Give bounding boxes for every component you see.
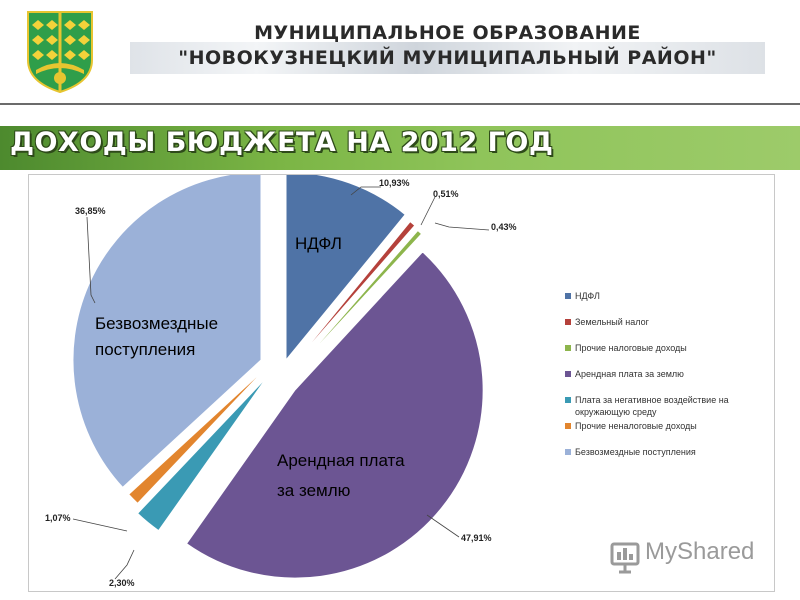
legend-swatch <box>565 397 571 403</box>
pie-slice <box>72 175 262 489</box>
pie-chart: 10,93% 0,51% 0,43% 47,91% 2,30% 1,07% 36,85% НД… <box>45 175 729 588</box>
legend-swatch <box>565 345 571 351</box>
legend-label: Прочие неналоговые доходы <box>575 421 697 431</box>
pie-slice <box>185 251 484 579</box>
leader-line <box>434 222 490 231</box>
leader-line <box>114 549 135 580</box>
data-label: 10,93% <box>379 178 410 188</box>
legend-label: Прочие налоговые доходы <box>575 343 687 353</box>
title-band <box>0 126 800 170</box>
legend-label: окружающую среду <box>575 407 657 417</box>
header-banner <box>130 42 765 74</box>
legend-swatch <box>565 449 571 455</box>
myshared-logo-icon <box>610 542 640 574</box>
slice-inside-label: Безвозмездные <box>95 314 218 333</box>
leader-line <box>420 196 436 226</box>
leader-line <box>72 518 128 532</box>
data-label: 36,85% <box>75 206 106 216</box>
leader-line <box>426 514 460 538</box>
legend-label: Плата за негативное воздействие на <box>575 395 729 405</box>
pie-slice <box>290 220 416 368</box>
org-name-line-1: МУНИЦИПАЛЬНОЕ ОБРАЗОВАНИЕ <box>254 22 641 44</box>
legend-label: НДФЛ <box>575 291 600 301</box>
data-label: 1,07% <box>45 513 71 523</box>
header: МУНИЦИПАЛЬНОЕ ОБРАЗОВАНИЕ "НОВОКУЗНЕЦКИЙ… <box>0 0 800 105</box>
pie-slice <box>136 376 268 532</box>
legend-label: Земельный налог <box>575 317 650 327</box>
legend-swatch <box>565 319 571 325</box>
pie-slice <box>127 366 268 505</box>
data-label: 2,30% <box>109 578 135 588</box>
legend-label: Безвозмездные поступления <box>575 447 696 457</box>
legend-label: Арендная плата за землю <box>575 369 684 379</box>
slice-inside-label: Арендная плата <box>277 451 405 470</box>
legend-swatch <box>565 371 571 377</box>
slice-inside-label: за землю <box>277 481 351 500</box>
legend-swatch <box>565 293 571 299</box>
leader-line <box>350 186 381 196</box>
org-name-line-2: "НОВОКУЗНЕЦКИЙ МУНИЦИПАЛЬНЫЙ РАЙОН" <box>178 47 717 69</box>
header-divider <box>0 103 800 105</box>
pie-slice <box>285 175 406 362</box>
slice-inside-label: НДФЛ <box>295 234 342 253</box>
legend-swatch <box>565 423 571 429</box>
data-label: 0,51% <box>433 189 459 199</box>
data-label: 0,43% <box>491 222 517 232</box>
page-title: ДОХОДЫ БЮДЖЕТА НА 2012 ГОД <box>10 127 554 158</box>
slice-inside-label: поступления <box>95 340 195 359</box>
leader-line <box>86 216 96 304</box>
pie-slice <box>293 229 423 373</box>
chart-panel: 10,93% 0,51% 0,43% 47,91% 2,30% 1,07% 36,85% НД… <box>28 174 775 592</box>
watermark-text: MyShared <box>645 538 755 565</box>
data-label: 47,91% <box>461 533 492 543</box>
coat-of-arms-logo <box>27 11 93 94</box>
